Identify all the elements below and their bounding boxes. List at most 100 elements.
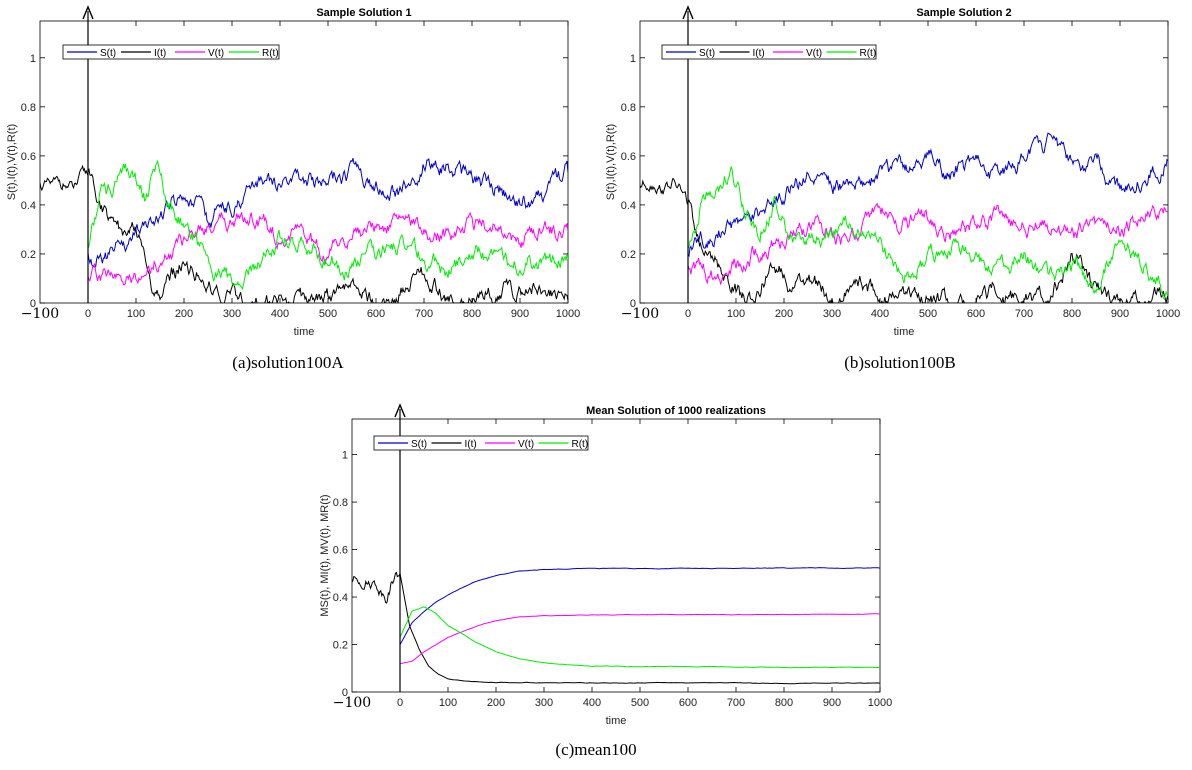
- x-tick-label: 100: [727, 308, 745, 320]
- x-tick-label: 400: [271, 308, 289, 320]
- x-tick-label: 700: [1015, 308, 1033, 320]
- y-tick-label: 0.2: [621, 249, 636, 261]
- y-tick-label: 0.4: [21, 200, 36, 212]
- series-line-st: [399, 567, 880, 645]
- series-line-vt: [399, 613, 880, 664]
- y-tick-label: 0: [630, 298, 636, 310]
- legend-label: R(t): [262, 48, 279, 59]
- x-tick-label-negative: −100: [21, 306, 59, 322]
- y-tick-label: 1: [630, 53, 636, 65]
- series-line-rt: [687, 166, 1168, 301]
- legend-label: I(t): [465, 439, 477, 450]
- y-tick-label: 0.6: [333, 545, 348, 557]
- y-tick-label: 0.8: [621, 102, 636, 114]
- x-tick-label: 500: [919, 308, 937, 320]
- x-tick-label: 700: [415, 308, 433, 320]
- plot-area: [639, 20, 1169, 304]
- x-tick-label: 800: [463, 308, 481, 320]
- x-tick-label: 500: [631, 697, 649, 709]
- legend-label: I(t): [154, 48, 166, 59]
- history-line: [640, 178, 689, 206]
- x-tick-label: 100: [127, 308, 145, 320]
- arrow-head-icon: [394, 403, 406, 418]
- x-tick-label: 900: [823, 697, 841, 709]
- x-tick-label: 600: [367, 308, 385, 320]
- x-tick-label: 1000: [556, 308, 580, 320]
- y-tick-label: 1: [342, 450, 348, 462]
- chart-title: Mean Solution of 1000 realizations: [586, 405, 766, 417]
- y-tick-label: 0.6: [21, 151, 36, 163]
- x-tick-label: 400: [871, 308, 889, 320]
- legend-label: I(t): [753, 48, 765, 59]
- x-tick-label: 1000: [1156, 308, 1180, 320]
- plot-area: [39, 20, 569, 304]
- y-tick-label: 0.8: [333, 497, 348, 509]
- plot-area: [351, 418, 881, 693]
- legend-label: V(t): [806, 48, 822, 59]
- chart-title: Sample Solution 1: [316, 7, 411, 19]
- figure-caption: (c)mean100: [555, 740, 636, 759]
- legend-label: S(t): [699, 48, 715, 59]
- y-tick-label: 1: [30, 53, 36, 65]
- series-group: [40, 157, 568, 303]
- x-tick-label: 1000: [868, 697, 892, 709]
- x-tick-label: 0: [685, 308, 691, 320]
- arrow-head-icon: [682, 5, 694, 20]
- x-tick-label: 300: [223, 308, 241, 320]
- x-tick-label: 200: [487, 697, 505, 709]
- history-line: [40, 164, 89, 192]
- x-axis-label: time: [606, 715, 627, 727]
- x-axis-label: time: [894, 326, 915, 338]
- series-line-it: [399, 573, 880, 685]
- y-axis-label: MS(t), MI(t), MV(t), MR(t): [319, 494, 331, 616]
- legend: S(t) I(t) V(t) R(t): [62, 44, 280, 60]
- series-line-vt: [687, 202, 1168, 286]
- chart-panel-3: Mean Solution of 1000 realizations 0 0.2 0.…: [319, 403, 892, 727]
- y-tick-label: 0.2: [21, 249, 36, 261]
- y-tick-label: 0.4: [333, 592, 348, 604]
- x-tick-label: 0: [397, 697, 403, 709]
- x-tick-label: 400: [583, 697, 601, 709]
- x-tick-label: 200: [775, 308, 793, 320]
- legend: S(t) I(t) V(t) R(t): [373, 435, 589, 451]
- legend-label: S(t): [100, 48, 116, 59]
- x-tick-label: 500: [319, 308, 337, 320]
- x-tick-label: 600: [967, 308, 985, 320]
- legend-label: V(t): [208, 48, 224, 59]
- y-tick-label: 0.8: [21, 102, 36, 114]
- series-line-vt: [87, 211, 568, 286]
- x-tick-label: 900: [511, 308, 529, 320]
- x-tick-label: 100: [439, 697, 457, 709]
- y-axis-label: S(t),I(t),V(t),R(t): [6, 124, 18, 200]
- x-tick-label: 800: [1063, 308, 1081, 320]
- x-tick-label-negative: −100: [621, 306, 659, 322]
- series-group: [640, 132, 1168, 303]
- series-line-st: [687, 132, 1168, 258]
- series-line-it: [87, 167, 568, 303]
- legend-label: S(t): [411, 439, 427, 450]
- arrow-head-icon: [82, 5, 94, 20]
- y-tick-label: 0.4: [621, 200, 636, 212]
- legend-label: V(t): [518, 439, 534, 450]
- legend-label: R(t): [572, 439, 589, 450]
- series-line-rt: [87, 159, 568, 291]
- x-tick-label-negative: −100: [333, 695, 371, 711]
- x-tick-label: 200: [175, 308, 193, 320]
- x-tick-label: 600: [679, 697, 697, 709]
- x-tick-label: 700: [727, 697, 745, 709]
- figure-caption: (b)solution100B: [844, 353, 955, 372]
- y-tick-label: 0: [30, 298, 36, 310]
- x-tick-label: 300: [823, 308, 841, 320]
- legend-box: [62, 44, 280, 60]
- figure-caption: (a)solution100A: [232, 353, 344, 372]
- series-line-it: [687, 199, 1168, 303]
- chart-panel-1: Sample Solution 1 0 0.2 0.4 0.6 0.8 1 0 100 200 30…: [6, 5, 580, 338]
- x-tick-label: 900: [1111, 308, 1129, 320]
- y-tick-label: 0.2: [333, 640, 348, 652]
- legend: S(t) I(t) V(t) R(t): [661, 44, 877, 60]
- x-tick-label: 0: [85, 308, 91, 320]
- y-tick-label: 0.6: [621, 151, 636, 163]
- legend-box: [661, 44, 877, 60]
- series-group: [352, 567, 880, 685]
